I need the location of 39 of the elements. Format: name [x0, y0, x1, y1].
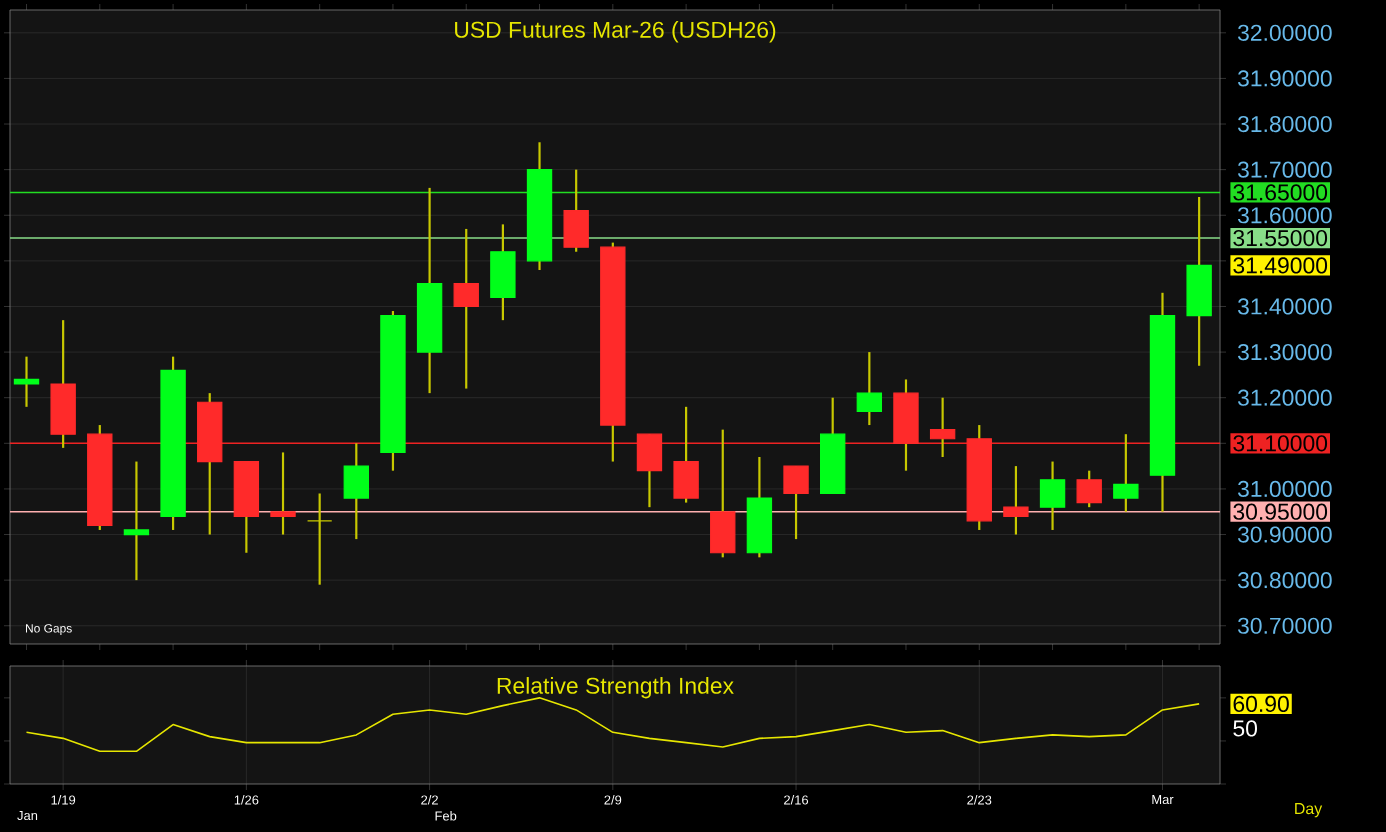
candlestick — [453, 227, 479, 390]
candlestick — [123, 460, 150, 582]
candlestick — [13, 355, 40, 408]
candlestick — [563, 168, 589, 253]
candlestick — [1076, 469, 1102, 509]
text: 50 — [1233, 720, 1258, 737]
y-tick-label: 31.60000 — [1237, 207, 1332, 224]
y-tick-label: 30.90000 — [1237, 526, 1332, 543]
candlestick — [270, 451, 296, 536]
candlestick — [783, 465, 809, 541]
ref-line-label: 30.95000 — [1233, 503, 1328, 520]
candlestick — [490, 223, 516, 322]
y-tick-label: 31.40000 — [1237, 298, 1332, 315]
ref-line-label: 31.65000 — [1233, 184, 1328, 201]
y-tick-label: 30.70000 — [1237, 617, 1332, 634]
candlestick — [1039, 460, 1066, 532]
y-tick-label: 32.00000 — [1237, 24, 1332, 41]
y-tick-label: 31.30000 — [1237, 343, 1332, 361]
candlestick — [929, 396, 956, 459]
candlestick — [343, 442, 369, 541]
text: 60.90 — [1233, 695, 1289, 712]
y-tick-label: 31.20000 — [1237, 389, 1332, 406]
y-tick-label: 31.90000 — [1237, 70, 1332, 87]
y-tick-label: 31.00000 — [1237, 480, 1332, 498]
candlestick — [856, 350, 883, 427]
candlestick — [306, 492, 333, 586]
chart-title: Relative Strength Index — [497, 677, 734, 699]
candlestick — [1003, 465, 1029, 536]
candlestick — [1113, 433, 1139, 513]
y-tick-label: 31.80000 — [1237, 115, 1332, 133]
ref-line-label: 31.10000 — [1233, 435, 1328, 452]
candlestick — [636, 433, 663, 509]
candlestick — [710, 428, 736, 559]
candlestick — [673, 405, 699, 504]
y-tick-label: 31.70000 — [1237, 161, 1332, 178]
text: 31.49000 — [1233, 257, 1328, 274]
ref-line-label: 31.55000 — [1233, 229, 1328, 247]
y-tick-label: 30.80000 — [1237, 572, 1332, 589]
chart-title: USD Futures Mar-26 (USDH26) — [455, 21, 776, 43]
